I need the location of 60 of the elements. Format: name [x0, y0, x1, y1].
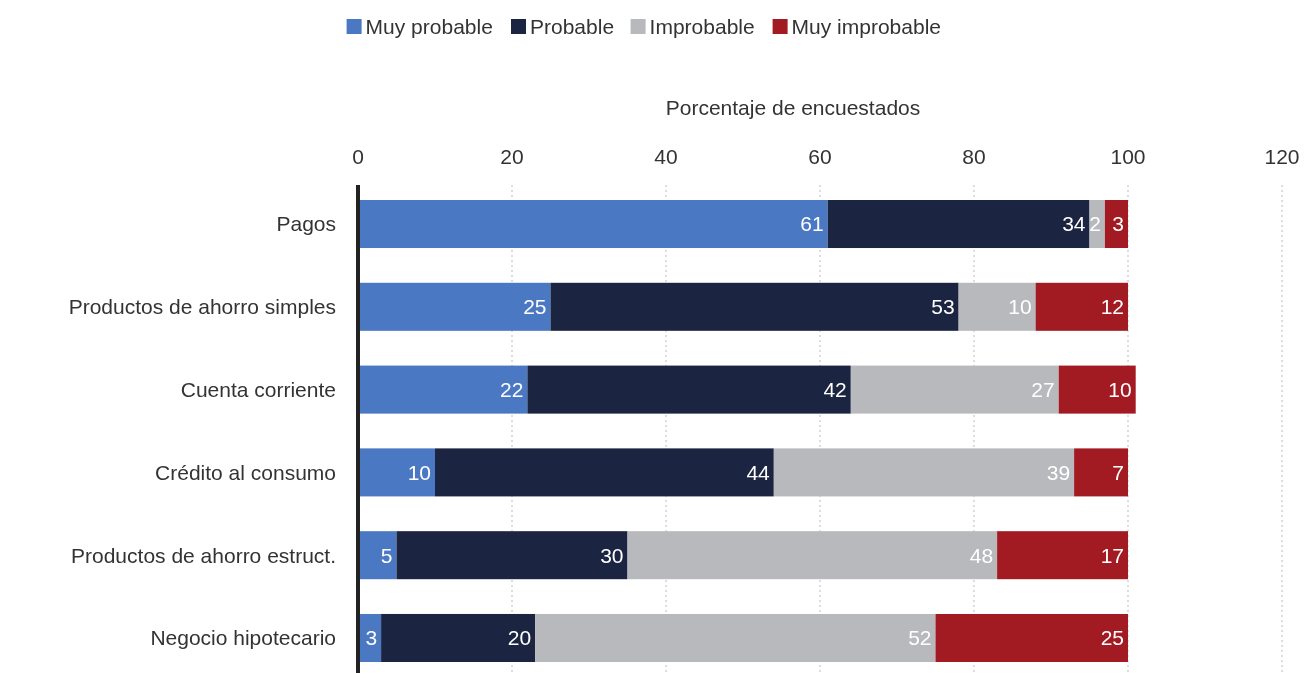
- x-tick-label: 60: [808, 145, 832, 169]
- data-label: 12: [1100, 295, 1124, 319]
- data-label: 44: [746, 460, 771, 484]
- data-label: 5: [380, 543, 393, 567]
- data-label: 30: [600, 543, 624, 567]
- data-label: 2: [1089, 212, 1101, 236]
- x-tick-label: 20: [500, 145, 524, 169]
- bar: [358, 531, 397, 580]
- bar: [358, 200, 828, 249]
- bar: [827, 200, 1090, 249]
- bar: [535, 613, 936, 662]
- data-label: 17: [1100, 543, 1124, 567]
- bar: [1104, 200, 1128, 249]
- data-label: 10: [1108, 377, 1132, 401]
- data-label: 27: [1031, 377, 1055, 401]
- bar: [527, 365, 851, 414]
- x-tick-label: 120: [1264, 145, 1300, 169]
- legend-label: Muy probable: [365, 15, 493, 39]
- data-label: 25: [1100, 626, 1124, 650]
- data-label: 52: [908, 626, 932, 650]
- data-label: 34: [1062, 212, 1086, 236]
- data-label: 39: [1046, 460, 1071, 484]
- data-label: 25: [523, 295, 547, 319]
- legend-label: Probable: [530, 15, 615, 39]
- bar: [358, 448, 435, 497]
- bar: [1074, 448, 1128, 497]
- data-label: 42: [823, 377, 847, 401]
- bar: [381, 613, 536, 662]
- x-tick-label: 80: [962, 145, 986, 169]
- data-label: 48: [969, 543, 994, 567]
- x-tick-label: 40: [654, 145, 678, 169]
- bar: [396, 531, 628, 580]
- bar: [997, 531, 1128, 580]
- y-tick-label: Negocio hipotecario: [150, 626, 336, 650]
- data-label: 20: [507, 626, 532, 650]
- bar: [435, 448, 774, 497]
- x-axis-title: Porcentaje de encuestados: [665, 96, 921, 119]
- x-tick-label: 100: [1110, 145, 1146, 169]
- x-tick-label: 0: [352, 145, 364, 169]
- bar: [1035, 282, 1128, 331]
- y-tick-label: Productos de ahorro simples: [68, 295, 336, 319]
- bar: [358, 365, 528, 414]
- y-tick-label: Cuenta corriente: [180, 377, 336, 401]
- data-label: 10: [407, 460, 431, 484]
- y-tick-label: Pagos: [276, 212, 336, 236]
- legend-label: Muy improbable: [791, 15, 942, 39]
- data-label: 61: [800, 212, 824, 236]
- data-label: 53: [931, 295, 955, 319]
- data-label: 3: [365, 626, 378, 650]
- legend-label: Improbable: [649, 15, 755, 39]
- bar: [1058, 365, 1136, 414]
- data-label: 3: [1112, 212, 1124, 236]
- bar: [550, 282, 959, 331]
- data-label: 7: [1112, 460, 1124, 484]
- bar: [935, 613, 1128, 662]
- y-tick-label: Productos de ahorro estruct.: [71, 543, 336, 567]
- data-label: 10: [1008, 295, 1032, 319]
- bar: [358, 282, 551, 331]
- data-label: 22: [500, 377, 524, 401]
- y-tick-label: Crédito al consumo: [155, 460, 336, 484]
